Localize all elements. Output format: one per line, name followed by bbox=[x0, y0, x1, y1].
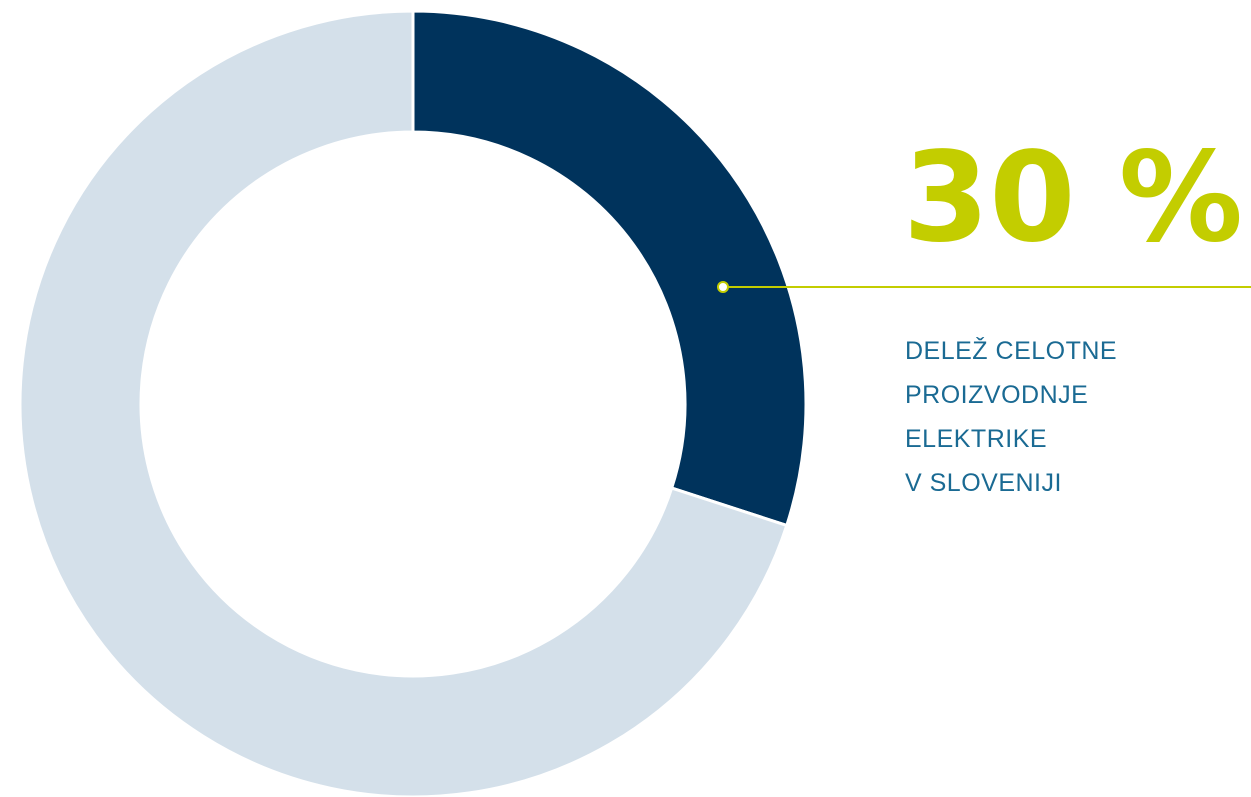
annotation-line: DELEŽ CELOTNE bbox=[905, 336, 1117, 365]
annotation-line: PROIZVODNJE bbox=[905, 381, 1088, 409]
leader-dot bbox=[717, 281, 729, 293]
annotation-line: V SLOVENIJI bbox=[905, 469, 1062, 497]
donut-segment bbox=[18, 9, 789, 797]
donut-segment bbox=[411, 9, 808, 528]
value-label: 30 % bbox=[903, 126, 1243, 270]
annotation-line: ELEKTRIKE bbox=[905, 425, 1047, 453]
